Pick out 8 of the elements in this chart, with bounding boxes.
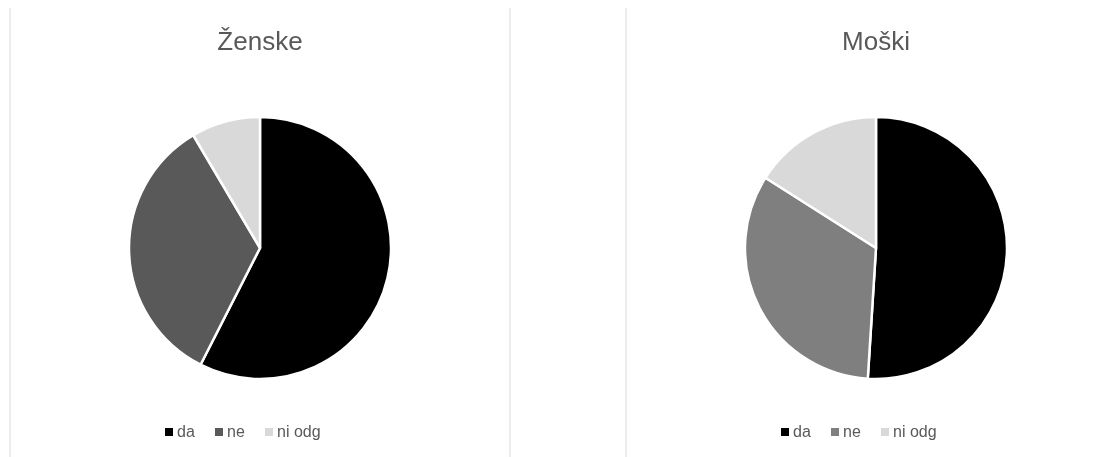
legend-label: ne: [227, 423, 245, 440]
chart-title: Ženske: [217, 26, 303, 56]
legend-label: ni odg: [893, 423, 937, 440]
legend-label: da: [177, 423, 195, 440]
legend-label: da: [793, 423, 811, 440]
legend-label: ni odg: [277, 423, 321, 440]
legend-label: ne: [843, 423, 861, 440]
chart-title: Moški: [842, 26, 910, 56]
